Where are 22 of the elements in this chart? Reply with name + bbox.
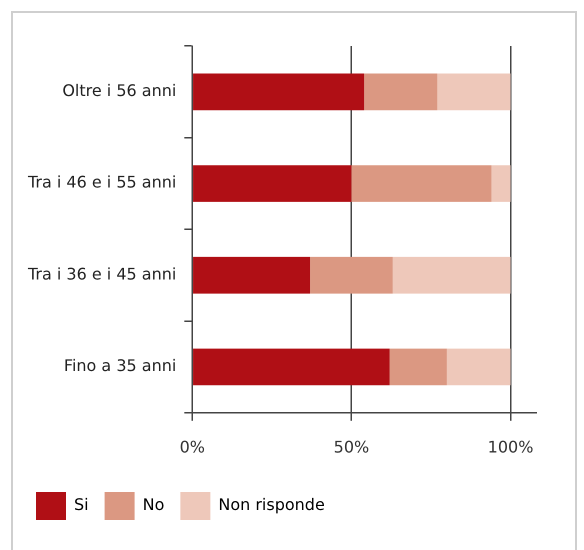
bar: [351, 165, 492, 202]
y-tick-label: Oltre i 56 anni: [62, 81, 176, 100]
y-tick-label: Tra i 46 e i 55 anni: [26, 172, 176, 192]
bar: [446, 348, 511, 386]
bar: [193, 256, 310, 294]
legend-label: Si: [74, 495, 89, 514]
y-tick-label: Tra i 36 e i 45 anni: [26, 264, 176, 284]
x-tick-label: 100%: [488, 438, 534, 457]
bar: [437, 74, 511, 110]
bar: [310, 256, 393, 294]
bar: [193, 165, 352, 202]
bar: [392, 256, 511, 294]
bar: [491, 165, 511, 202]
legend-label: Non risponde: [218, 495, 325, 514]
legend-label: No: [142, 495, 164, 514]
bar: [193, 348, 390, 386]
y-tick-label: Fino a 35 anni: [64, 356, 176, 376]
bar: [364, 74, 438, 110]
x-tick-label: 0%: [180, 438, 205, 457]
bar: [390, 348, 447, 386]
bar: [193, 74, 364, 110]
x-tick-label: 50%: [334, 438, 370, 457]
